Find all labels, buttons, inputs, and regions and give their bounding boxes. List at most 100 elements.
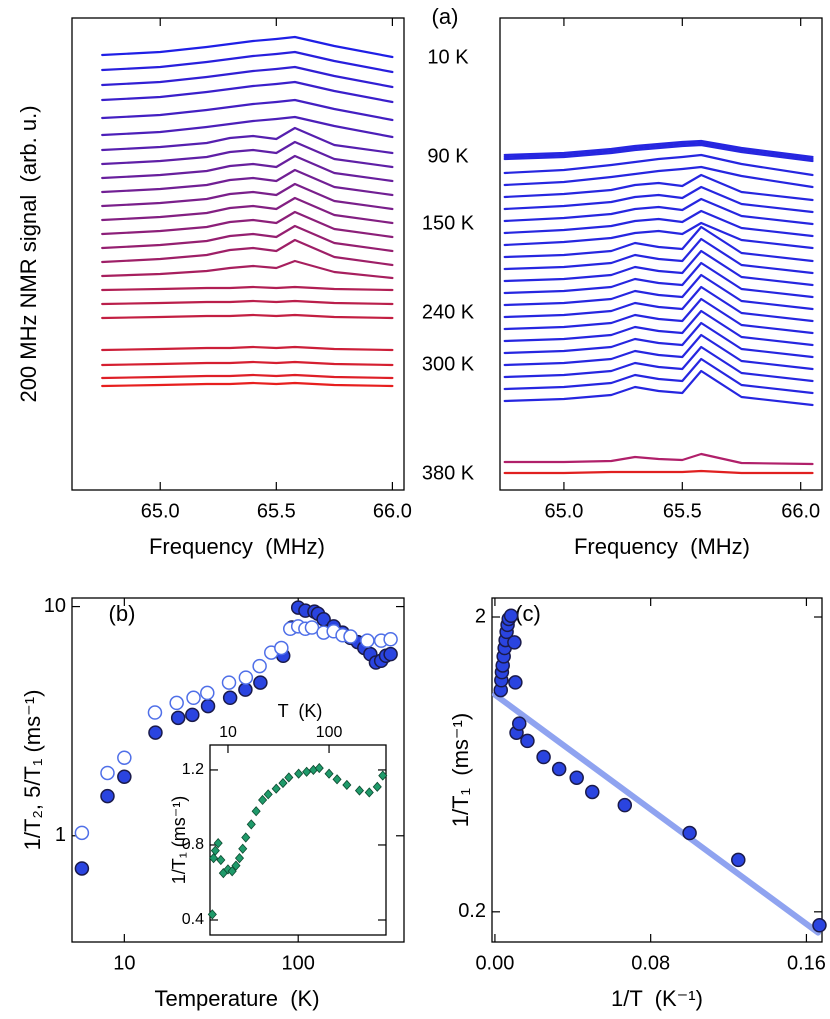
- data-point: [324, 768, 334, 779]
- spectrum-line: [101, 140, 394, 169]
- y-tick-label: 0.2: [458, 900, 486, 922]
- temperature-label: 240 K: [422, 301, 475, 323]
- data-point: [253, 675, 268, 690]
- data-point: [383, 646, 398, 662]
- data-point: [117, 769, 132, 784]
- spectrum-line: [101, 65, 394, 89]
- data-point: [731, 852, 746, 868]
- spectrum-line: [101, 182, 394, 211]
- data-point: [332, 774, 342, 785]
- panel-label: (a): [432, 4, 459, 29]
- x-tick-label: 100: [316, 724, 343, 741]
- data-point: [294, 768, 304, 779]
- spectrum-line: [503, 141, 814, 161]
- spectrum-line: [101, 98, 394, 122]
- data-point: [74, 861, 90, 876]
- spectrum-line: [503, 469, 814, 475]
- spectrum-line: [101, 345, 394, 352]
- data-point: [186, 690, 201, 706]
- data-point: [209, 852, 219, 864]
- spectrum-line: [503, 165, 814, 189]
- spectrum-line: [101, 224, 394, 253]
- data-point: [100, 765, 115, 781]
- spectrum-line: [101, 238, 394, 267]
- data-point: [227, 866, 237, 877]
- x-tick-label: 65.5: [663, 500, 702, 522]
- data-point: [378, 770, 388, 781]
- data-point: [263, 789, 273, 800]
- data-point: [383, 632, 398, 647]
- temperature-label: 10 K: [427, 46, 469, 68]
- data-point: [241, 832, 251, 843]
- data-point: [221, 675, 237, 690]
- spectrum-line: [101, 126, 394, 155]
- y-axis-label: 1/T₂, 5/T₁ (ms⁻¹): [20, 690, 45, 851]
- x-axis-label: Temperature (K): [154, 986, 319, 1011]
- data-point: [372, 781, 382, 792]
- y-tick-label: 1: [55, 824, 66, 846]
- data-point: [617, 797, 633, 813]
- spectrum-line: [503, 153, 814, 177]
- spectrum-line: [503, 297, 814, 335]
- data-point: [812, 918, 827, 933]
- y-axis-label: 1/T₁ (ms⁻¹): [448, 713, 473, 827]
- spectrum-line: [503, 273, 814, 311]
- data-point: [222, 690, 238, 706]
- y-tick-label: 2: [475, 605, 486, 627]
- data-point: [100, 788, 115, 804]
- spectrum-line: [101, 35, 394, 59]
- x-tick-label: 66.0: [781, 500, 820, 522]
- spectrum-line: [101, 168, 394, 197]
- data-point: [271, 783, 281, 794]
- x-tick-label: 100: [282, 952, 315, 974]
- spectrum-line: [503, 321, 814, 359]
- data-point: [536, 749, 551, 765]
- data-point: [238, 843, 248, 854]
- spectrum-line: [101, 360, 394, 367]
- data-point: [200, 698, 216, 714]
- data-point: [216, 854, 226, 866]
- x-tick-label: 0.16: [787, 952, 826, 974]
- data-point: [213, 837, 223, 849]
- data-point: [185, 707, 200, 723]
- data-point: [246, 819, 256, 830]
- temperature-label: 380 K: [422, 462, 475, 484]
- x-axis-label: Frequency (MHz): [149, 534, 325, 559]
- data-point: [503, 608, 519, 623]
- spectrum-line: [503, 173, 814, 202]
- x-tick-label: 10: [113, 952, 135, 974]
- spectrum-line: [503, 249, 814, 287]
- spectrum-line: [101, 381, 394, 388]
- data-point: [354, 785, 365, 796]
- data-point: [520, 733, 535, 749]
- data-point: [507, 635, 522, 650]
- spectrum-line: [503, 261, 814, 299]
- x-tick-label: 0.08: [631, 952, 670, 974]
- x-axis-label: Frequency (MHz): [574, 534, 750, 559]
- spectrum-line: [101, 80, 394, 104]
- plot-frame: [499, 17, 823, 491]
- data-point: [147, 705, 163, 720]
- data-point: [238, 682, 253, 697]
- data-point: [569, 770, 584, 785]
- data-point: [682, 825, 697, 841]
- data-point: [251, 806, 261, 817]
- spectrum-line: [503, 285, 814, 323]
- y-tick-label: 0.8: [182, 836, 204, 853]
- spectrum-line: [503, 209, 814, 238]
- x-axis-label: T (K): [278, 701, 323, 721]
- data-point: [284, 772, 294, 783]
- data-point: [364, 787, 374, 798]
- data-point: [342, 779, 352, 791]
- data-point: [274, 640, 289, 656]
- spectrum-line: [503, 197, 814, 226]
- temperature-label: 90 K: [427, 145, 469, 167]
- data-point: [231, 860, 241, 871]
- temperature-label: 150 K: [422, 212, 475, 234]
- y-tick-label: 0.4: [182, 911, 204, 928]
- plot-frame: [71, 17, 405, 491]
- plot-frame: [71, 597, 405, 943]
- data-point: [200, 685, 215, 701]
